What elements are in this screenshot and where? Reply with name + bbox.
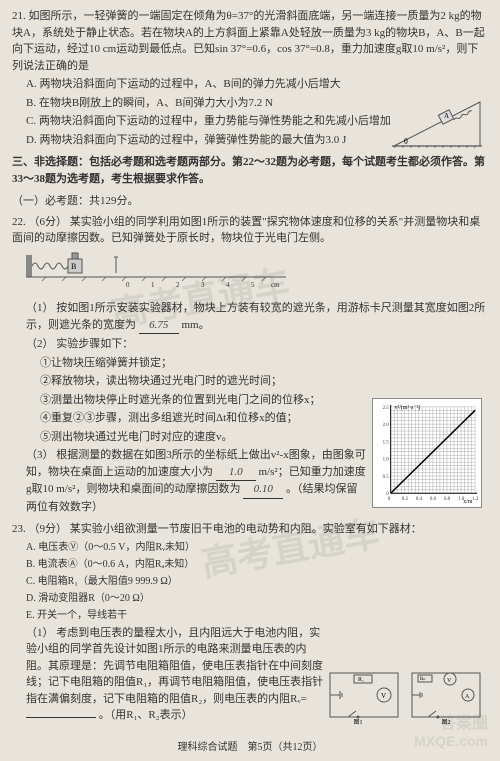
figure-circuit-1: R₁ V 图1	[328, 671, 400, 725]
circuit2-caption: 图2	[441, 719, 450, 725]
svg-text:Rₚ: Rₚ	[420, 677, 425, 682]
svg-text:4: 4	[226, 281, 230, 289]
incline-angle-label: θ	[404, 137, 408, 146]
figure-circuit-2: Rₚ V A 图2	[410, 671, 482, 725]
svg-text:V: V	[447, 678, 452, 684]
q23-p1-label: （1）	[26, 627, 54, 639]
incline-box-label: A	[444, 112, 449, 120]
svg-text:cm: cm	[271, 281, 280, 289]
figure-incline: A θ	[392, 96, 482, 148]
spring-block-label: B	[71, 262, 76, 271]
figure-graph: v²/(m²·s⁻²) x/m 00.20.40.60.81.01.2 00.5…	[372, 398, 482, 508]
q23-p1-tail: 。（用R₁、R₂表示）	[99, 709, 193, 721]
q23-p1-blank	[26, 717, 96, 718]
svg-text:1: 1	[151, 281, 155, 289]
q23-item-c: C. 电阻箱R₁（最大阻值9 999.9 Ω）	[26, 574, 488, 589]
q22-p3-ans1: 1.0	[216, 464, 256, 482]
q22-p1-label: （1）	[26, 302, 54, 314]
q23-item-a: A. 电压表Ⓥ（0～0.5 V，内阻Rᵥ未知）	[26, 540, 488, 555]
q22-p3-ans2: 0.10	[243, 481, 283, 499]
graph-ylabel: v²/(m²·s⁻²)	[395, 404, 421, 411]
page-footer: 理科综合试题 第5页（共12页）	[0, 738, 500, 753]
q22-p3-label: （3）	[26, 449, 54, 461]
q22-p2-text: 实验步骤如下：	[56, 338, 133, 350]
svg-text:0: 0	[126, 281, 130, 289]
figure-spring-ruler: B 0 1 2 3 4 5 cm	[26, 251, 286, 291]
svg-text:0.8: 0.8	[444, 497, 451, 502]
q22-p1-unit: mm。	[182, 319, 210, 331]
q21-number: 21.	[12, 10, 26, 22]
svg-text:0.5: 0.5	[383, 475, 390, 480]
q23-item-e: E. 开关一个，导线若干	[26, 608, 488, 623]
section3-title: 三、非选择题：包括必考题和选考题两部分。第22～32题为必考题，每个试题考生都必…	[12, 154, 488, 187]
svg-text:R₁: R₁	[358, 677, 364, 683]
svg-text:2: 2	[176, 281, 180, 289]
q21-text: 如图所示，一轻弹簧的一端固定在倾角为θ=37°的光滑斜面底端，另一端连接一质量为…	[12, 10, 485, 72]
q23-item-b: B. 电流表Ⓐ（0～0.6 A，内阻Rₐ未知）	[26, 557, 488, 572]
q23-number: 23.	[12, 523, 26, 535]
q23-text: 某实验小组欲测量一节废旧干电池的电动势和内阻。实验室有如下器材：	[70, 523, 422, 535]
q22-p1-answer: 6.75	[139, 317, 179, 335]
q23-points: （9分）	[29, 523, 68, 535]
q22-p1-text: 按如图1所示安装实验器材，物块上方装有较宽的遮光条，用游标卡尺测量其宽度如图2所…	[26, 302, 485, 331]
q22-p2-label: （2）	[26, 338, 54, 350]
svg-text:V: V	[381, 692, 386, 700]
q22-step2: ②释放物块，读出物块通过光电门时的遮光时间；	[40, 373, 488, 390]
svg-text:3: 3	[201, 281, 205, 289]
svg-text:2.5: 2.5	[383, 406, 390, 411]
q22-text: 某实验小组的同学利用如图1所示的装置"探究物体速度和位移的关系"并测量物块和桌面…	[12, 216, 480, 245]
circuit1-caption: 图1	[353, 719, 362, 725]
q21-opt-a: A. 两物块沿斜面向下运动的过程中，A、B间的弹力先减小后增大	[26, 76, 488, 93]
svg-text:2.0: 2.0	[383, 423, 390, 428]
section3-sub: （一）必考题：共129分。	[12, 193, 488, 210]
svg-text:0.6: 0.6	[430, 497, 437, 502]
q22-step1: ①让物块压缩弹簧并锁定；	[40, 355, 488, 372]
q23-p1-text: 考虑到电压表的量程太小，且内阻远大于电池内阻，实验小组的同学首先设计如图1所示的…	[26, 627, 323, 705]
svg-text:1.2: 1.2	[472, 497, 479, 502]
svg-text:1.5: 1.5	[383, 440, 390, 445]
q22-points: （6分）	[29, 216, 68, 228]
svg-text:5: 5	[251, 281, 255, 289]
svg-text:0.4: 0.4	[416, 497, 423, 502]
q23-item-d: D. 滑动变阻器R（0～20 Ω）	[26, 591, 488, 606]
svg-text:A: A	[465, 694, 470, 700]
q22-number: 22.	[12, 216, 26, 228]
svg-text:1.0: 1.0	[458, 497, 465, 502]
svg-text:1.0: 1.0	[383, 458, 390, 463]
svg-text:0.2: 0.2	[402, 497, 409, 502]
